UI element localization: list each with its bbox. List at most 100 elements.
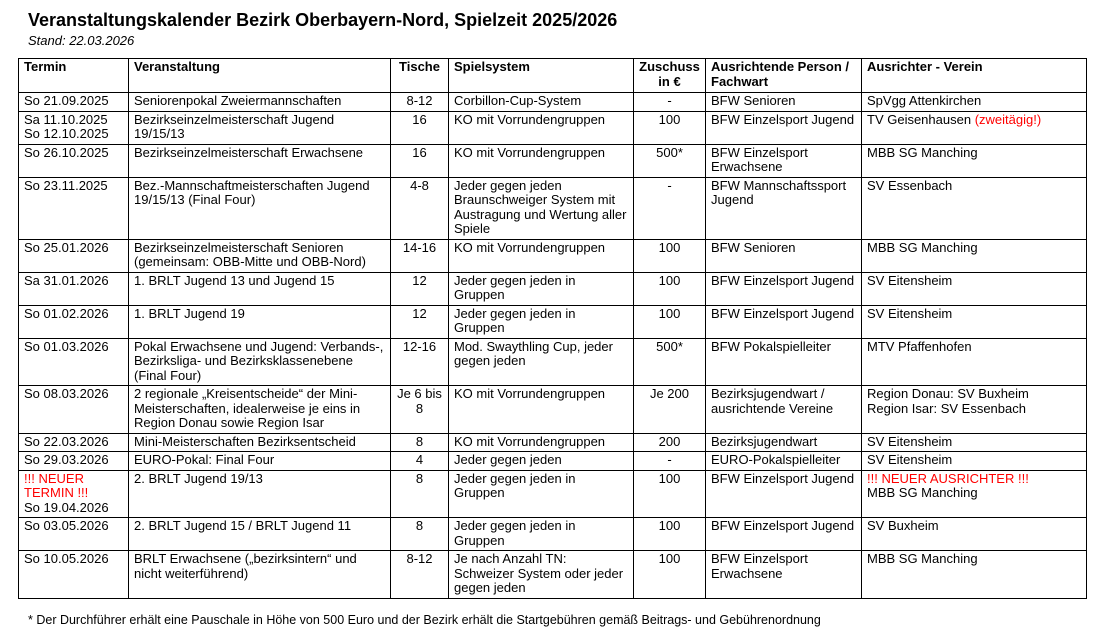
cell-text: BFW Einzelsport Jugend <box>711 111 855 127</box>
table-cell: BFW Einzelsport Jugend <box>705 517 862 551</box>
table-cell: Sa 31.01.2026 <box>18 271 129 306</box>
table-cell: 8 <box>390 432 449 452</box>
table-cell: BFW Einzelsport Jugend <box>705 110 862 145</box>
table-cell: BFW Senioren <box>705 92 862 112</box>
cell-text: 1. BRLT Jugend 19 <box>134 305 245 321</box>
cell-text: SV Eitensheim <box>867 433 953 449</box>
table-row: So 25.01.2026 Bezirkseinzelmeisterschaft … <box>18 238 1087 273</box>
cell-text: SV Essenbach <box>867 177 953 193</box>
table-cell: 8-12 <box>390 92 449 112</box>
cell-text: Jeder gegen jeden in Gruppen <box>454 305 576 335</box>
cell-text: 16 <box>412 144 427 160</box>
cell-text: Jeder gegen jeden in Gruppen <box>454 518 576 548</box>
table-cell: 8-12 <box>390 550 449 599</box>
cell-text: 100 <box>658 518 681 533</box>
column-header-5: Ausrichtende Person / Fachwart <box>705 58 862 93</box>
table-row: !!! NEUER TERMIN !!! So 19.04.2026 2. BRLT… <box>18 469 1087 518</box>
cell-text: So 25.01.2026 <box>24 239 109 255</box>
cell-text: 8 <box>415 433 424 449</box>
cell-text: Je 200 <box>649 386 690 401</box>
highlighted-text: !!! NEUER TERMIN !!! <box>24 470 89 500</box>
cell-text: SV Eitensheim <box>867 272 953 288</box>
table-cell: Je 6 bis 8 <box>390 385 449 434</box>
cell-text: 8 <box>415 518 424 533</box>
table-cell: So 25.01.2026 <box>18 238 129 273</box>
cell-text: Jeder gegen jeden in Gruppen <box>454 470 576 500</box>
cell-text: 8 <box>415 470 424 486</box>
table-cell: 2. BRLT Jugend 15 / BRLT Jugend 11 <box>128 517 391 551</box>
cell-text: KO mit Vorrundengruppen <box>454 144 606 160</box>
cell-text: 12 <box>412 272 427 288</box>
table-cell: Jeder gegen jeden <box>448 451 634 471</box>
cell-text: So 12.10.2025 <box>24 126 109 141</box>
cell-text: Bez.-Mannschaftmeisterschaften Jugend 19… <box>134 177 370 207</box>
cell-text: BFW Mannschaftssport Jugend <box>711 177 847 207</box>
cell-text: So 03.05.2026 <box>24 518 109 533</box>
stand-date: Stand: 22.03.2026 <box>28 33 135 48</box>
table-cell: Jeder gegen jeden in Gruppen <box>448 304 634 339</box>
table-cell: BFW Einzelsport Jugend <box>705 304 862 339</box>
table-cell: So 22.03.2026 <box>18 432 129 452</box>
table-cell: KO mit Vorrundengruppen <box>448 238 634 273</box>
table-cell: EURO-Pokal: Final Four <box>128 451 391 471</box>
cell-text: - <box>667 93 672 108</box>
table-cell: Bez.-Mannschaftmeisterschaften Jugend 19… <box>128 176 391 240</box>
table-cell: !!! NEUER AUSRICHTER !!! MBB SG Manching <box>861 469 1087 518</box>
cell-text: SV Eitensheim <box>867 305 953 321</box>
table-cell: 16 <box>390 110 449 145</box>
table-row: So 10.05.2026 BRLT Erwachsene („bezirksin… <box>18 550 1087 599</box>
table-row: Sa 11.10.2025 So 12.10.2025 Bezirkseinzelm… <box>18 110 1087 145</box>
cell-text: So 10.05.2026 <box>24 551 109 566</box>
cell-text: Bezirksjugendwart / ausrichtende Vereine <box>711 386 834 416</box>
cell-text: 12-16 <box>402 338 437 354</box>
cell-text: 100 <box>658 305 681 321</box>
table-cell: 16 <box>390 143 449 178</box>
cell-text: So 08.03.2026 <box>24 386 109 401</box>
cell-text: So 22.03.2026 <box>24 433 109 449</box>
table-cell: Je nach Anzahl TN: Schweizer System oder… <box>448 550 634 599</box>
table-row: So 26.10.2025 Bezirkseinzelmeisterschaft … <box>18 143 1087 178</box>
cell-text: So 01.02.2026 <box>24 305 109 321</box>
table-cell: SV Buxheim <box>861 517 1087 551</box>
table-cell: Jeder gegen jeden in Gruppen <box>448 469 634 518</box>
table-row: So 01.03.2026 Pokal Erwachsene und Jugend… <box>18 337 1087 386</box>
table-cell: BFW Einzelsport Jugend <box>705 469 862 518</box>
table-cell: !!! NEUER TERMIN !!! So 19.04.2026 <box>18 469 129 518</box>
cell-text: 1. BRLT Jugend 13 und Jugend 15 <box>134 272 335 288</box>
cell-text: BFW Einzelsport Jugend <box>711 272 855 288</box>
table-cell: EURO-Pokalspielleiter <box>705 451 862 471</box>
table-cell: Mod. Swaythling Cup, jeder gegen jeden <box>448 337 634 386</box>
table-cell: SV Eitensheim <box>861 271 1087 306</box>
table-cell: Pokal Erwachsene und Jugend: Verbands-, … <box>128 337 391 386</box>
table-cell: Jeder gegen jeden Braunschweiger System … <box>448 176 634 240</box>
table-cell: MBB SG Manching <box>861 238 1087 273</box>
table-row: So 29.03.2026 EURO-Pokal: Final Four 4 Jede… <box>18 451 1087 471</box>
cell-text: Jeder gegen jeden Braunschweiger System … <box>454 177 627 236</box>
table-cell: 500* <box>633 143 706 178</box>
cell-text: 16 <box>412 111 427 127</box>
table-cell: 100 <box>633 517 706 551</box>
cell-text: Mod. Swaythling Cup, jeder gegen jeden <box>454 338 613 368</box>
table-cell: KO mit Vorrundengruppen <box>448 432 634 452</box>
table-cell: Jeder gegen jeden in Gruppen <box>448 271 634 306</box>
cell-text: So 29.03.2026 <box>24 452 109 467</box>
table-cell: MTV Pfaffenhofen <box>861 337 1087 386</box>
cell-text: SpVgg Attenkirchen <box>867 93 982 108</box>
table-cell: KO mit Vorrundengruppen <box>448 143 634 178</box>
table-cell: Je 200 <box>633 385 706 434</box>
cell-text: BFW Einzelsport Jugend <box>711 305 855 321</box>
cell-text: So 21.09.2025 <box>24 93 109 108</box>
table-cell: So 03.05.2026 <box>18 517 129 551</box>
table-cell: Sa 11.10.2025 So 12.10.2025 <box>18 110 129 145</box>
table-cell: Corbillon-Cup-System <box>448 92 634 112</box>
table-cell: Region Donau: SV Buxheim Region Isar: SV … <box>861 385 1087 434</box>
cell-text: 8-12 <box>406 551 433 566</box>
column-header-3: Spielsystem <box>448 58 634 93</box>
table-cell: KO mit Vorrundengruppen <box>448 110 634 145</box>
cell-text: 2. BRLT Jugend 19/13 <box>134 470 263 486</box>
cell-text: Pokal Erwachsene und Jugend: Verbands-, … <box>134 338 384 383</box>
footnote: * Der Durchführer erhält eine Pauschale … <box>28 612 821 627</box>
highlighted-text: !!! NEUER AUSRICHTER !!! <box>867 470 1029 486</box>
cell-text: 2 regionale „Kreisentscheide“ der Mini-M… <box>134 386 361 430</box>
column-header-1: Veranstaltung <box>128 58 391 93</box>
